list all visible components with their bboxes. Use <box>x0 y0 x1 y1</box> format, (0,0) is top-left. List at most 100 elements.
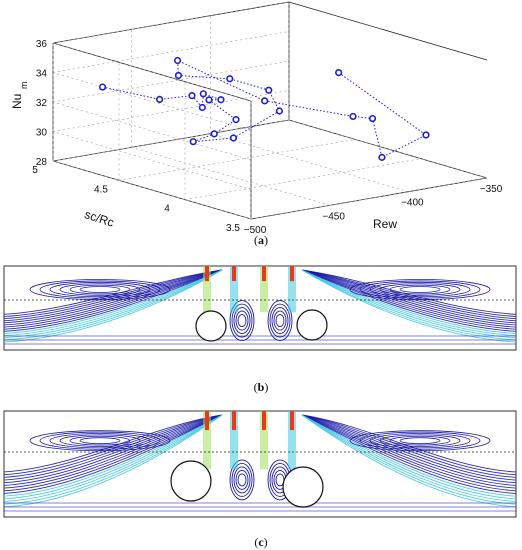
vortex-loop <box>237 473 247 487</box>
inlet-jet <box>288 411 296 470</box>
z-axis-label-main: Nu <box>10 94 24 109</box>
streamline <box>301 269 517 343</box>
streamline <box>3 269 223 320</box>
streamlines-b <box>3 269 517 345</box>
grid-line <box>52 131 252 190</box>
streamline <box>301 414 517 478</box>
data-point <box>199 90 207 98</box>
streamline <box>301 414 517 486</box>
vortex-loop <box>69 435 131 446</box>
cylinder-right-b <box>296 309 328 341</box>
grid-line <box>131 147 330 206</box>
data-point <box>188 92 196 100</box>
z-axis-label-sub: m <box>19 82 29 90</box>
streamline <box>3 269 223 339</box>
vortex-loop <box>69 284 131 295</box>
vortex-loop <box>269 303 291 338</box>
vortex-loop <box>349 430 491 452</box>
tick-labels: −500 −450 −400 −350 3.5 4 4.5 528 30 32 34 36 <box>32 39 502 236</box>
data-point <box>422 131 430 139</box>
data-point <box>229 134 238 142</box>
streamline <box>301 414 517 497</box>
inlet-jets-b <box>203 266 296 313</box>
grid-lines <box>52 1 488 220</box>
streamline-panel-c <box>3 410 517 518</box>
vortex-loop <box>235 310 249 331</box>
vortex-loop <box>39 280 161 299</box>
streamline <box>3 414 223 508</box>
streamline <box>3 269 223 324</box>
grid-line <box>52 60 290 103</box>
grid-line <box>52 90 290 132</box>
x-axis-label: Rew <box>373 217 397 231</box>
caption-c: (c) <box>254 535 267 549</box>
streamline <box>301 269 517 328</box>
streamline <box>301 414 517 481</box>
vortex-loop <box>233 466 251 494</box>
inlet-jet <box>260 266 268 313</box>
data-point <box>210 130 218 138</box>
caption-b-letter: b <box>258 380 265 394</box>
streamline <box>3 269 223 343</box>
box-edge <box>52 119 290 162</box>
vortex-loop <box>399 437 441 445</box>
streamline <box>3 414 223 492</box>
data-point <box>189 138 197 146</box>
vortex-loop <box>79 437 121 445</box>
vortex-loop <box>229 300 255 342</box>
vortex-loop <box>29 279 171 300</box>
cylinder-left-b <box>195 310 227 342</box>
caption-c-open: ( <box>254 535 258 549</box>
streamline <box>3 414 223 486</box>
vortex-loop <box>59 283 141 296</box>
streamline <box>3 414 223 489</box>
inlet-jet <box>260 411 268 470</box>
inlet-jet <box>203 411 211 470</box>
streamline <box>301 414 517 489</box>
vortex-loop <box>369 281 471 298</box>
streamline <box>3 414 223 476</box>
data-point <box>217 96 225 104</box>
data-point <box>174 71 183 80</box>
vortex-loop <box>267 300 293 342</box>
inlet-jets-c <box>203 411 296 470</box>
inlet-jet-core <box>262 266 266 282</box>
grid-line <box>52 72 252 131</box>
streamline <box>3 414 223 484</box>
data-point <box>368 114 377 123</box>
vortex-loop <box>399 286 441 293</box>
streamline <box>3 414 223 502</box>
grid-line <box>52 42 252 102</box>
streamline <box>3 269 223 341</box>
vortex-loop <box>229 459 255 501</box>
y-tick-label: 3.5 <box>226 223 240 234</box>
streamline <box>3 269 223 337</box>
streamline <box>301 269 517 326</box>
streamline <box>301 414 517 492</box>
vortex-loop <box>79 286 121 293</box>
grid-line <box>184 158 422 200</box>
vortex-loop <box>231 462 253 497</box>
vortex-loop <box>235 469 249 490</box>
x-tick-label: −400 <box>401 198 424 209</box>
caption-c-close: ) <box>264 535 268 549</box>
x-tick-label: −500 <box>244 225 267 236</box>
inlet-jet-core <box>262 411 266 431</box>
vortex-loop <box>389 435 451 446</box>
inlet-jet <box>230 411 238 470</box>
vortex-loop <box>359 280 481 299</box>
data-point <box>335 68 343 77</box>
streamline <box>3 269 223 334</box>
data-point <box>349 112 357 121</box>
z-tick-label: 30 <box>36 128 48 139</box>
y-tick-label: 4.5 <box>94 184 108 195</box>
streamline <box>3 414 223 478</box>
data-point <box>226 75 234 83</box>
data-point <box>378 153 386 161</box>
streamline <box>301 269 517 324</box>
box-edge <box>52 1 290 44</box>
z-axis-label: Nu m <box>10 82 29 110</box>
streamline <box>301 414 517 505</box>
streamline <box>301 269 517 315</box>
streamline <box>301 269 517 334</box>
